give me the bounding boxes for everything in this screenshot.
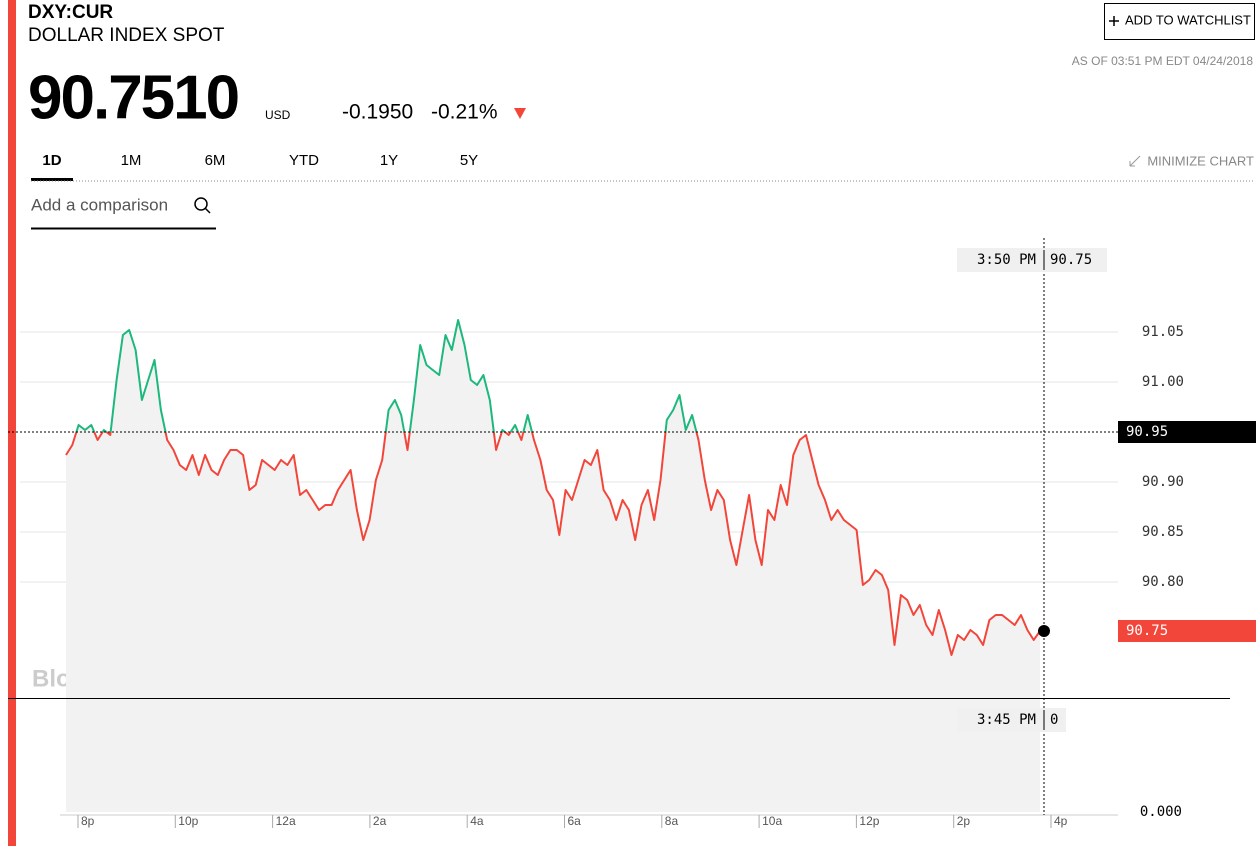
range-tab[interactable]: 6M (205, 152, 226, 169)
ticker: DXY:CUR (28, 2, 113, 23)
plus-icon[interactable] (1109, 16, 1119, 26)
crosshair-volume-box (957, 708, 1066, 732)
price: 90.7510 (28, 63, 238, 132)
x-tick-label: 2a (373, 814, 387, 828)
change: -0.1950 (342, 101, 413, 124)
y-tick-label: 91.00 (1142, 374, 1184, 390)
accent-bar (8, 0, 16, 846)
x-tick-label: 10p (178, 814, 198, 828)
x-tick-label: 10a (762, 814, 782, 828)
range-tab[interactable]: 1Y (380, 152, 398, 169)
last-point (1038, 625, 1050, 637)
crosshair-volume: 0 (1050, 712, 1058, 728)
search-icon-handle (204, 207, 211, 214)
x-tick-label: 4a (470, 814, 484, 828)
as-of: AS OF 03:51 PM EDT 04/24/2018 (1072, 54, 1254, 68)
range-tab[interactable]: 1D (42, 152, 61, 169)
x-tick-label: 8a (665, 814, 679, 828)
x-tick-label: 6a (568, 814, 582, 828)
minimize-chart[interactable]: MINIMIZE CHART (1129, 153, 1254, 168)
change-percent: -0.21% (431, 101, 498, 124)
crosshair-volume-time: 3:45 PM (977, 712, 1036, 728)
watchlist-button[interactable]: ADD TO WATCHLIST (1104, 3, 1255, 40)
minimize-icon[interactable] (1129, 155, 1141, 167)
x-tick-label: 12p (859, 814, 879, 828)
button-label[interactable]: ADD TO WATCHLIST (1125, 12, 1251, 27)
currency: USD (265, 108, 291, 122)
current-price-box (1118, 620, 1256, 642)
y-tick-label: 90.90 (1142, 474, 1184, 490)
range-tabs: 1D 1M 6M YTD 1Y 5Y (31, 152, 478, 181)
y-tick-label: 90.85 (1142, 524, 1184, 540)
x-tick-label: 12a (276, 814, 296, 828)
crosshair-price: 90.75 (1050, 252, 1092, 268)
current-price-label: 90.75 (1126, 623, 1168, 639)
range-tab[interactable]: 5Y (460, 152, 478, 169)
previous-close-box (1118, 421, 1256, 443)
y2-tick-label: 0.000 (1140, 804, 1182, 820)
minimize-label[interactable]: MINIMIZE CHART (1147, 153, 1254, 168)
y-tick-label: 90.80 (1142, 574, 1184, 590)
down-arrow (514, 108, 526, 119)
instrument-name: DOLLAR INDEX SPOT (28, 25, 225, 46)
previous-close-label: 90.95 (1126, 424, 1168, 440)
chart: BloombergMarkets90.8090.8590.9091.0091.0… (8, 238, 1256, 828)
crosshair-price-box (957, 248, 1107, 272)
button-frame[interactable] (1104, 3, 1255, 40)
active-tab-underline (31, 178, 73, 181)
range-tab[interactable]: 1M (121, 152, 142, 169)
crosshair-time: 3:50 PM (977, 252, 1036, 268)
area (66, 320, 1040, 812)
comparison-input[interactable]: Add a comparison (31, 195, 168, 214)
x-tick-label: 8p (81, 814, 95, 828)
price-line (65, 319, 1041, 656)
x-tick-label: 4p (1054, 814, 1068, 828)
y-tick-label: 91.05 (1142, 324, 1184, 340)
search-icon[interactable] (194, 197, 208, 211)
x-tick-label: 2p (957, 814, 971, 828)
range-tab[interactable]: YTD (289, 152, 319, 169)
